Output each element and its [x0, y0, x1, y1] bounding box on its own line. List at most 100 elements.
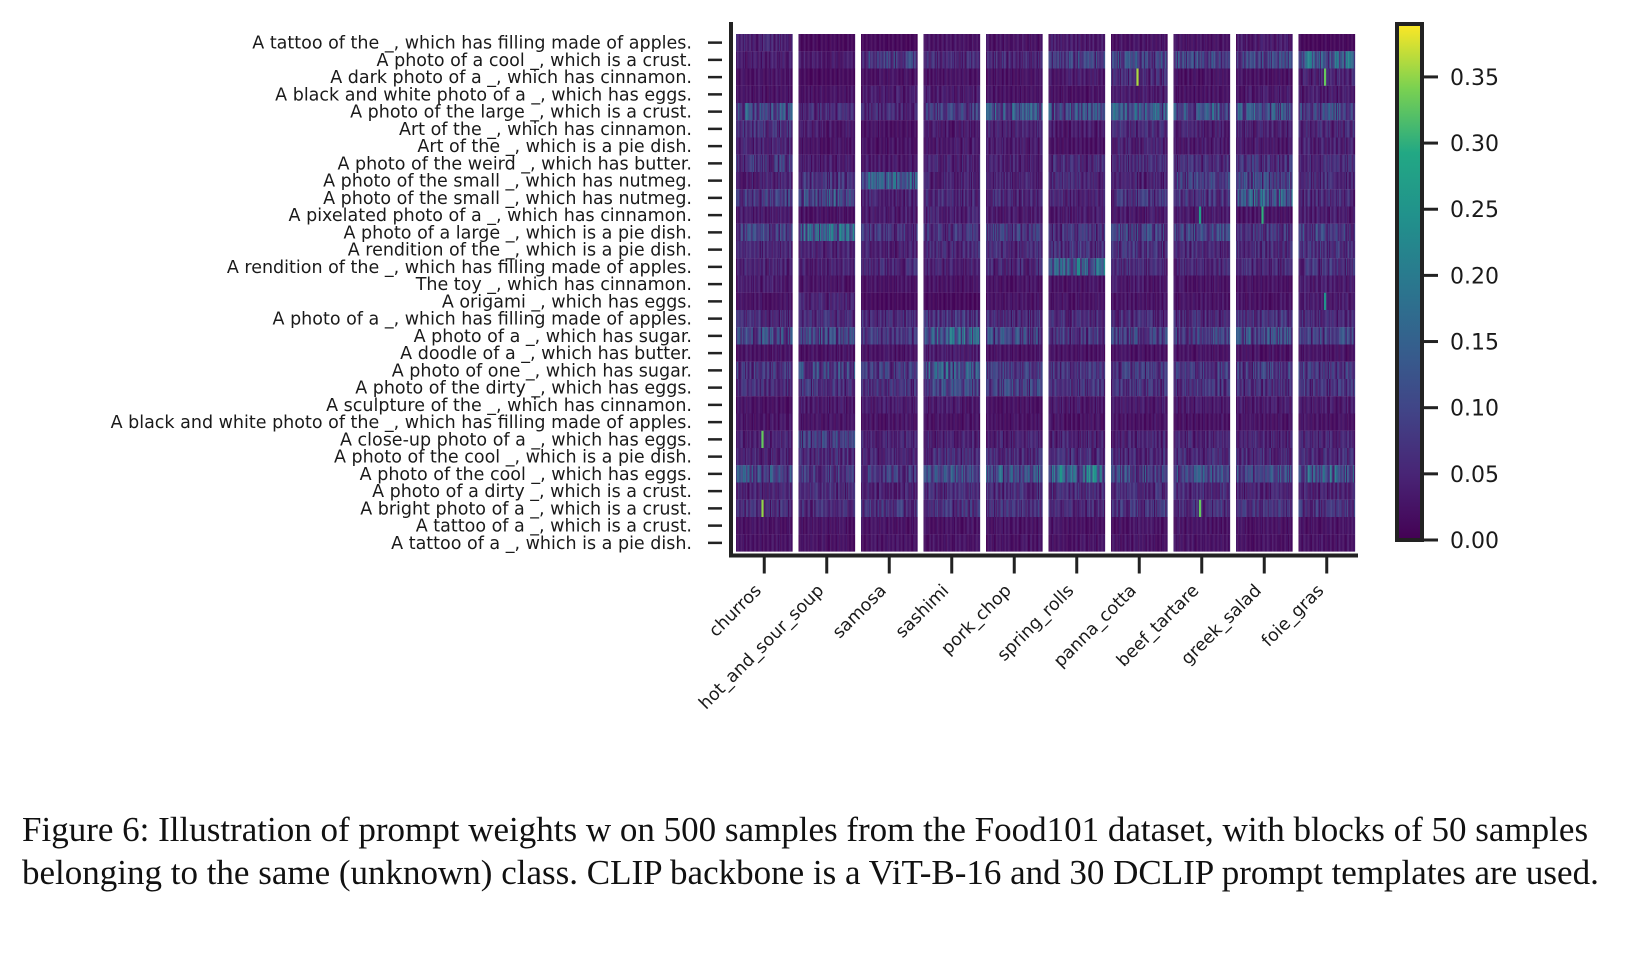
heat-cell [888, 51, 890, 69]
heat-cell [842, 482, 844, 500]
heat-cell [899, 154, 901, 173]
heat-cell [836, 103, 839, 121]
heat-cell [761, 172, 764, 190]
heat-cell [898, 137, 900, 155]
heat-cell [775, 258, 777, 276]
heat-cell [905, 344, 907, 362]
heat-cell [829, 292, 831, 311]
heat-cell [849, 51, 851, 69]
heat-cell [905, 120, 907, 138]
heat-cell [874, 344, 876, 362]
heat-cell [785, 517, 787, 535]
heat-cell [882, 361, 884, 380]
heat-cell [924, 154, 926, 173]
heat-cell [784, 310, 786, 328]
heat-cell [767, 344, 769, 362]
heat-cell [829, 396, 831, 414]
heat-cell [829, 379, 831, 397]
heat-cell [874, 361, 876, 380]
heat-cell [832, 499, 834, 518]
heat-cell [766, 292, 768, 311]
heat-cell [959, 85, 961, 104]
heat-cell [787, 103, 790, 121]
heat-cell [825, 517, 827, 535]
heat-cell [745, 482, 747, 500]
heat-cell [882, 430, 884, 449]
heat-cell [810, 292, 813, 311]
heat-cell [968, 68, 970, 86]
heat-cell [798, 327, 800, 345]
heat-cell [778, 310, 781, 328]
heat-cell [929, 68, 931, 86]
heat-cell [800, 85, 803, 104]
heat-cell [743, 241, 746, 259]
heat-cell [757, 172, 759, 190]
heat-cell [829, 517, 831, 535]
heat-cell [778, 154, 781, 173]
heat-cell [877, 51, 880, 69]
heat-cell [827, 499, 830, 518]
heat-cell [958, 137, 960, 155]
heat-cell [938, 68, 940, 86]
heat-cell [874, 327, 876, 345]
heat-cell [900, 534, 902, 552]
heat-cell [868, 206, 871, 224]
heat-cell [813, 327, 815, 345]
heat-cell [765, 448, 767, 466]
heat-cell [868, 310, 871, 328]
heat-cell [805, 379, 807, 397]
heat-cell [847, 172, 849, 190]
heat-cell [924, 85, 926, 104]
heat-cell [874, 292, 876, 311]
heat-cell [843, 361, 845, 380]
heat-cell [954, 51, 956, 69]
heat-cell [907, 396, 909, 414]
heat-cell [817, 51, 819, 69]
heat-cell [782, 51, 784, 69]
heat-cell [774, 154, 776, 173]
heat-cell [879, 34, 881, 52]
heat-cell [806, 379, 808, 397]
heat-cell [831, 223, 833, 242]
heat-cell [825, 223, 827, 242]
heat-cell [937, 137, 939, 155]
heat-cell [874, 517, 876, 535]
heat-cell [863, 223, 865, 242]
heat-cell [914, 68, 916, 86]
heat-cell [815, 379, 817, 397]
heat-cell [807, 68, 809, 86]
heat-cell [771, 68, 773, 86]
heat-cell [976, 154, 978, 173]
heat-cell [873, 223, 875, 242]
heat-cell [773, 379, 775, 397]
heat-cell [880, 120, 882, 138]
row-label: A pixelated photo of a _, which has cinn… [289, 206, 692, 226]
heat-cell [758, 534, 760, 552]
heat-cell [743, 258, 746, 276]
heat-cell [851, 448, 853, 466]
heat-cell [934, 154, 937, 173]
heat-cell [909, 85, 911, 104]
heat-cell [847, 275, 849, 293]
heat-cell [844, 310, 847, 328]
heat-cell [739, 413, 741, 431]
heat-cell [812, 120, 814, 138]
heat-cell [831, 85, 833, 104]
heat-cell [931, 172, 933, 190]
heat-cell [746, 275, 748, 293]
heat-cell [935, 68, 938, 86]
heat-cell [943, 51, 946, 69]
heat-cell [841, 482, 843, 500]
heat-cell [813, 206, 815, 224]
heat-cell [760, 223, 763, 242]
heat-cell [890, 85, 892, 104]
heat-cell [787, 465, 790, 483]
heat-cell [772, 223, 774, 242]
heat-cell [885, 137, 888, 155]
heat-cell [868, 396, 871, 414]
heat-cell [902, 292, 905, 311]
heat-cell [903, 206, 906, 224]
heat-cell [749, 430, 751, 449]
heat-cell [882, 499, 884, 518]
heat-cell [745, 344, 747, 362]
